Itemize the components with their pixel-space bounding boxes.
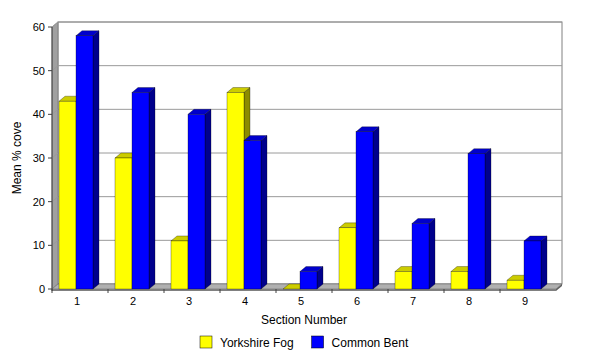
category-label: 5 <box>298 295 304 307</box>
grid-line <box>58 22 562 23</box>
bar-front <box>171 241 188 289</box>
tick-label: 60 <box>33 21 45 33</box>
bar-top <box>524 236 547 241</box>
bar-front <box>115 158 132 289</box>
bar-front <box>412 224 429 290</box>
chart: 0 10 20 30 40 50 60 1 2 3 4 5 6 7 8 9 Section Number Mean… <box>0 0 600 358</box>
floor-edge <box>556 284 562 291</box>
tick-mark <box>164 289 165 293</box>
tick-label: 40 <box>33 108 45 120</box>
bar-front <box>76 36 93 289</box>
bar-side <box>485 149 491 289</box>
tick-mark <box>108 289 109 293</box>
bar-side <box>373 127 379 289</box>
bar-side <box>149 88 155 290</box>
tick-mark <box>48 27 52 28</box>
bar-top <box>188 109 211 114</box>
legend-swatch <box>312 336 324 348</box>
bar-front <box>227 93 244 290</box>
bar-top <box>244 136 267 141</box>
grid-line <box>52 22 58 27</box>
bar-front <box>59 101 76 289</box>
x-axis-label: Section Number <box>261 313 347 327</box>
bar-front <box>132 93 149 290</box>
bar-front <box>524 241 541 289</box>
grid-line <box>52 153 58 158</box>
category-label: 4 <box>242 295 248 307</box>
bar-front <box>188 114 205 289</box>
tick-mark <box>220 289 221 293</box>
bar-side <box>541 236 547 289</box>
bar-top <box>412 219 435 224</box>
tick-mark <box>276 289 277 293</box>
bars <box>59 31 547 289</box>
tick-mark <box>48 201 52 202</box>
legend-label: Yorkshire Fog <box>220 336 294 350</box>
tick-mark <box>48 289 52 290</box>
tick-mark <box>444 289 445 293</box>
y-axis-label: Mean % cove <box>10 121 24 194</box>
bar-side <box>205 109 211 289</box>
legend-swatch <box>200 336 212 348</box>
grid-line <box>52 109 58 114</box>
grid-line <box>52 197 58 202</box>
bar-front <box>356 132 373 289</box>
tick-mark <box>48 114 52 115</box>
bar-front <box>244 141 261 289</box>
bar <box>524 236 547 289</box>
category-label: 1 <box>74 295 80 307</box>
tick-label: 0 <box>39 283 45 295</box>
tick-mark <box>48 70 52 71</box>
bar-front <box>468 154 485 289</box>
bar-front <box>339 228 356 289</box>
bar-front <box>300 272 317 289</box>
left-wall <box>52 22 58 289</box>
category-label: 8 <box>466 295 472 307</box>
category-label: 6 <box>354 295 360 307</box>
bar-front <box>395 272 412 289</box>
bar-side <box>261 136 267 289</box>
category-label: 9 <box>522 295 528 307</box>
tick-mark <box>388 289 389 293</box>
y-axis <box>52 27 53 291</box>
tick-label: 20 <box>33 196 45 208</box>
bar <box>468 149 491 289</box>
bar <box>132 88 155 290</box>
bar-front <box>283 289 300 290</box>
tick-label: 10 <box>33 239 45 251</box>
bar <box>244 136 267 289</box>
grid-line <box>52 240 58 245</box>
bar-front <box>507 280 524 289</box>
grid-line <box>52 66 58 71</box>
tick-mark <box>48 158 52 159</box>
tick-label: 50 <box>33 65 45 77</box>
tick-mark <box>48 245 52 246</box>
bar <box>76 31 99 289</box>
bar <box>356 127 379 289</box>
bar-front <box>451 272 468 289</box>
bar-top <box>356 127 379 132</box>
bar-top <box>300 267 323 272</box>
category-label: 3 <box>186 295 192 307</box>
bar <box>412 219 435 290</box>
bar-top <box>132 88 155 93</box>
bar <box>300 267 323 289</box>
tick-label: 30 <box>33 152 45 164</box>
legend: Yorkshire Fog Common Bent <box>200 336 409 350</box>
floor-edge <box>52 289 556 291</box>
category-label: 7 <box>410 295 416 307</box>
tick-mark <box>500 289 501 293</box>
grid-line <box>58 65 562 66</box>
bar-top <box>468 149 491 154</box>
bar-top <box>227 88 250 93</box>
bar-top <box>76 31 99 36</box>
bar-side <box>429 219 435 290</box>
tick-mark <box>332 289 333 293</box>
tick-mark <box>52 289 53 293</box>
bar <box>188 109 211 289</box>
bar-side <box>93 31 99 289</box>
category-label: 2 <box>130 295 136 307</box>
legend-label: Common Bent <box>332 336 409 350</box>
